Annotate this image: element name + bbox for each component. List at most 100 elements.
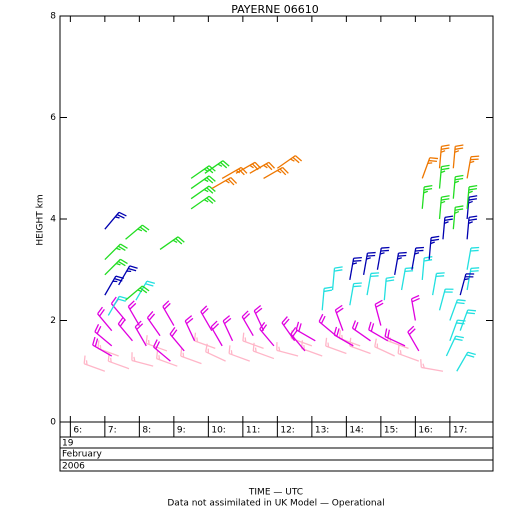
- barb-feather: [249, 164, 254, 169]
- barb-staff: [125, 285, 143, 301]
- barb-staff: [387, 340, 409, 350]
- barb-feather: [440, 150, 446, 153]
- wind-barb: [374, 338, 395, 357]
- barb-feather: [133, 356, 136, 362]
- barb-feather: [457, 299, 466, 302]
- wind-barb: [383, 276, 395, 301]
- barb-feather: [374, 299, 383, 305]
- barb-feather: [353, 257, 362, 259]
- barb-feather: [467, 351, 476, 356]
- wind-barb: [131, 352, 154, 367]
- wind-barb: [152, 339, 171, 362]
- wind-barb: [252, 342, 275, 360]
- barb-staff: [241, 316, 254, 337]
- barb-staff: [449, 319, 459, 342]
- barb-feather: [241, 310, 249, 318]
- x-tick-label: 12:: [280, 426, 294, 436]
- barb-feather: [277, 169, 282, 174]
- barb-feather: [261, 324, 268, 332]
- wind-barb: [253, 305, 265, 331]
- barb-feather: [83, 355, 86, 364]
- barb-feather: [404, 270, 414, 272]
- wind-barb: [442, 215, 454, 240]
- x-axis-label: TIME — UTC: [248, 488, 303, 498]
- barb-feather: [399, 350, 402, 355]
- barb-feather: [99, 309, 105, 317]
- wind-barb: [318, 313, 337, 337]
- barb-feather: [324, 286, 333, 290]
- barb-feather: [444, 215, 454, 219]
- barb-feather: [201, 307, 209, 315]
- barb-feather: [381, 246, 390, 249]
- barb-feather: [380, 249, 389, 252]
- barb-feather: [180, 347, 183, 357]
- wind-barb: [263, 166, 289, 179]
- barb-staff: [456, 351, 469, 372]
- day-row: [59, 436, 494, 449]
- barb-staff: [156, 358, 178, 367]
- barb-feather: [422, 363, 425, 369]
- barb-feather: [441, 195, 450, 198]
- barb-staff: [190, 185, 210, 200]
- barb-staff: [134, 326, 147, 347]
- barb-feather: [415, 249, 424, 252]
- barb-feather: [129, 265, 138, 269]
- barb-staff: [276, 155, 296, 169]
- barb-feather: [430, 241, 435, 245]
- wind-barb: [397, 345, 420, 362]
- x-tick-label: 15:: [384, 426, 398, 436]
- barb-staff: [104, 258, 121, 276]
- barb-staff: [135, 280, 148, 301]
- barb-feather: [468, 190, 473, 194]
- barb-feather: [184, 315, 193, 322]
- barb-staff: [190, 195, 210, 210]
- barb-staff: [411, 247, 417, 270]
- barb-feather: [341, 334, 343, 340]
- barb-feather: [117, 260, 126, 267]
- barb-feather: [212, 323, 220, 330]
- barb-feather: [282, 166, 289, 174]
- barb-feather: [97, 340, 100, 349]
- barb-feather: [290, 327, 297, 335]
- barb-feather: [222, 315, 231, 322]
- barb-staff: [438, 197, 443, 220]
- barb-feather: [110, 296, 117, 305]
- barb-feather: [115, 262, 121, 266]
- x-tick-label: 8:: [142, 426, 151, 436]
- barb-feather: [441, 144, 450, 147]
- barb-feather: [441, 167, 450, 171]
- barb-feather: [414, 252, 420, 255]
- barb-staff: [333, 334, 354, 347]
- barb-feather: [119, 295, 128, 300]
- barb-feather: [353, 285, 362, 288]
- barb-feather: [374, 338, 377, 347]
- barb-feather: [169, 327, 176, 335]
- barb-feather: [230, 350, 233, 355]
- barb-feather: [398, 251, 407, 254]
- wind-barb: [242, 332, 264, 350]
- barb-staff: [400, 268, 407, 291]
- wind-barb: [228, 345, 250, 362]
- barb-feather: [440, 170, 446, 174]
- barb-feather: [203, 199, 209, 203]
- barb-feather: [468, 195, 478, 198]
- barb-staff: [92, 344, 113, 357]
- wind-barb: [376, 246, 390, 270]
- barb-feather: [338, 330, 341, 339]
- wind-barb: [334, 304, 344, 331]
- barb-feather: [208, 195, 216, 203]
- barb-feather: [303, 345, 306, 350]
- barb-staff: [466, 268, 472, 291]
- barb-staff: [421, 257, 425, 280]
- barb-staff: [452, 146, 456, 169]
- barb-staff: [349, 258, 355, 281]
- barb-feather: [283, 318, 290, 326]
- barb-feather: [200, 305, 208, 313]
- wind-barb: [366, 272, 380, 296]
- barb-staff: [235, 161, 256, 174]
- wind-barb: [104, 243, 128, 261]
- barb-feather: [243, 313, 251, 320]
- barb-staff: [108, 360, 130, 370]
- barb-feather: [217, 163, 223, 167]
- barb-staff: [204, 160, 224, 174]
